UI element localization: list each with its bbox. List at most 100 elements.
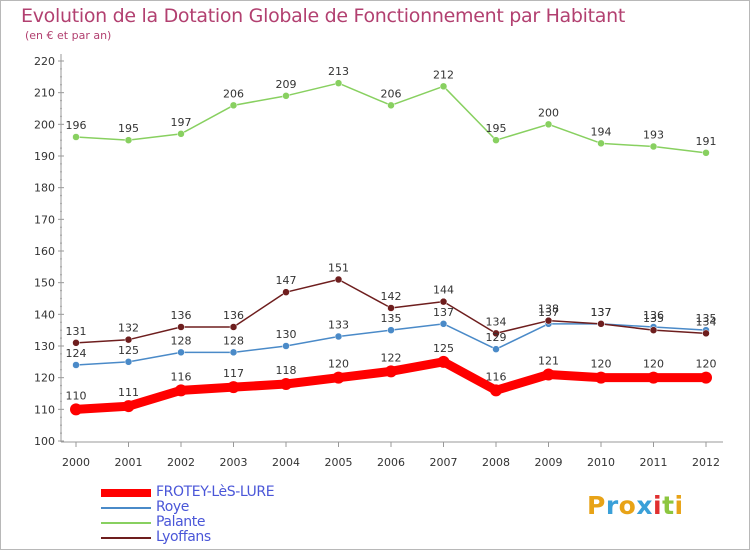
chart-subtitle: (en € et par an) [25,29,112,42]
x-tick-label: 2005 [325,456,353,469]
data-label: 209 [276,78,297,91]
data-point [439,82,448,91]
data-label: 122 [381,351,402,364]
data-point [385,365,397,378]
data-label: 116 [486,370,507,383]
y-tick-label: 120 [34,372,55,385]
x-tick-label: 2000 [62,456,90,469]
y-minor-tick [60,147,62,149]
data-label: 134 [486,315,507,328]
data-label: 137 [433,306,454,319]
y-minor-tick [60,416,62,419]
data-point [282,92,290,100]
legend-label-lyoffans: Lyoffans [156,529,211,545]
data-point [492,136,500,144]
data-point [229,101,238,110]
data-label: 128 [171,334,192,347]
y-minor-tick [60,107,62,110]
data-point [597,320,605,328]
data-point [229,323,238,331]
x-tick-label: 2012 [692,456,720,469]
y-minor-tick [60,353,62,355]
y-minor-tick [60,163,62,165]
y-minor-tick [60,75,62,78]
y-tick-label: 180 [34,182,55,195]
y-minor-tick [60,170,62,173]
legend-item-palante: Palante [101,515,401,530]
data-label: 195 [486,122,507,135]
data-point [332,371,345,384]
data-point [177,348,185,357]
y-minor-tick [60,392,62,395]
data-label: 135 [643,312,664,325]
legend-item-roye: Roye [101,500,401,515]
x-tick-label: 2002 [167,456,195,469]
data-point [72,133,80,141]
data-label: 120 [696,358,717,371]
data-label: 135 [381,312,402,325]
data-point [492,345,500,353]
data-label: 125 [118,344,139,357]
data-point [439,320,448,328]
y-minor-tick [60,305,62,308]
y-tick-label: 200 [34,118,55,131]
data-point [492,329,500,338]
data-point [124,136,133,144]
data-point [72,361,80,369]
line-chart: 100 110 120 130 140 150 160 170 180 190 200 210 220 2… [34,54,723,469]
y-minor-tick [60,115,62,118]
data-label: 138 [538,303,559,316]
logo-letter: o [618,491,637,520]
series-points [70,79,712,416]
data-label: 191 [696,135,717,148]
legend-swatch-roye [101,507,151,509]
y-minor-tick [60,68,62,70]
logo-letter: x [636,491,653,520]
logo-letter: i [674,491,684,520]
data-point [282,288,290,296]
data-label: 137 [591,306,612,319]
y-tick-label: 160 [34,245,55,258]
legend-swatch-frotey [101,489,151,497]
data-point [647,371,660,384]
x-tick-label: 2003 [220,456,248,469]
data-point [700,371,712,384]
x-tick-label: 2008 [482,456,510,469]
data-label: 118 [276,364,297,377]
data-label: 117 [223,367,244,380]
data-label: 195 [118,122,139,135]
data-point [334,332,343,341]
data-point [177,323,185,331]
y-minor-tick [60,424,62,427]
data-label: 206 [381,87,402,100]
y-minor-tick [60,360,62,363]
data-point [542,368,555,381]
data-label: 212 [433,68,454,81]
logo-letter: P [587,491,606,520]
data-label: 196 [66,119,87,132]
data-label: 132 [118,322,139,335]
data-point [387,304,395,312]
data-point [595,371,607,384]
data-point [544,120,553,129]
data-point [702,329,710,338]
data-label: 133 [328,319,349,332]
y-tick-label: 110 [34,403,55,416]
data-label: 125 [433,342,454,355]
y-minor-tick [60,297,62,300]
y-tick-label: 190 [34,150,55,163]
x-tick-label: 2010 [587,456,615,469]
y-minor-tick [60,400,62,403]
y-tick-label: 150 [34,277,55,290]
y-minor-tick [60,258,62,260]
data-point [124,335,133,344]
data-label: 147 [276,274,297,287]
data-label: 116 [171,370,192,383]
x-tick-label: 2009 [535,456,563,469]
data-point [439,297,448,306]
data-label: 137 [591,306,612,319]
data-label: 120 [591,358,612,371]
legend: FROTEY-LèS-LURE Roye Palante Lyoffans [101,485,401,545]
y-minor-tick [60,139,62,142]
